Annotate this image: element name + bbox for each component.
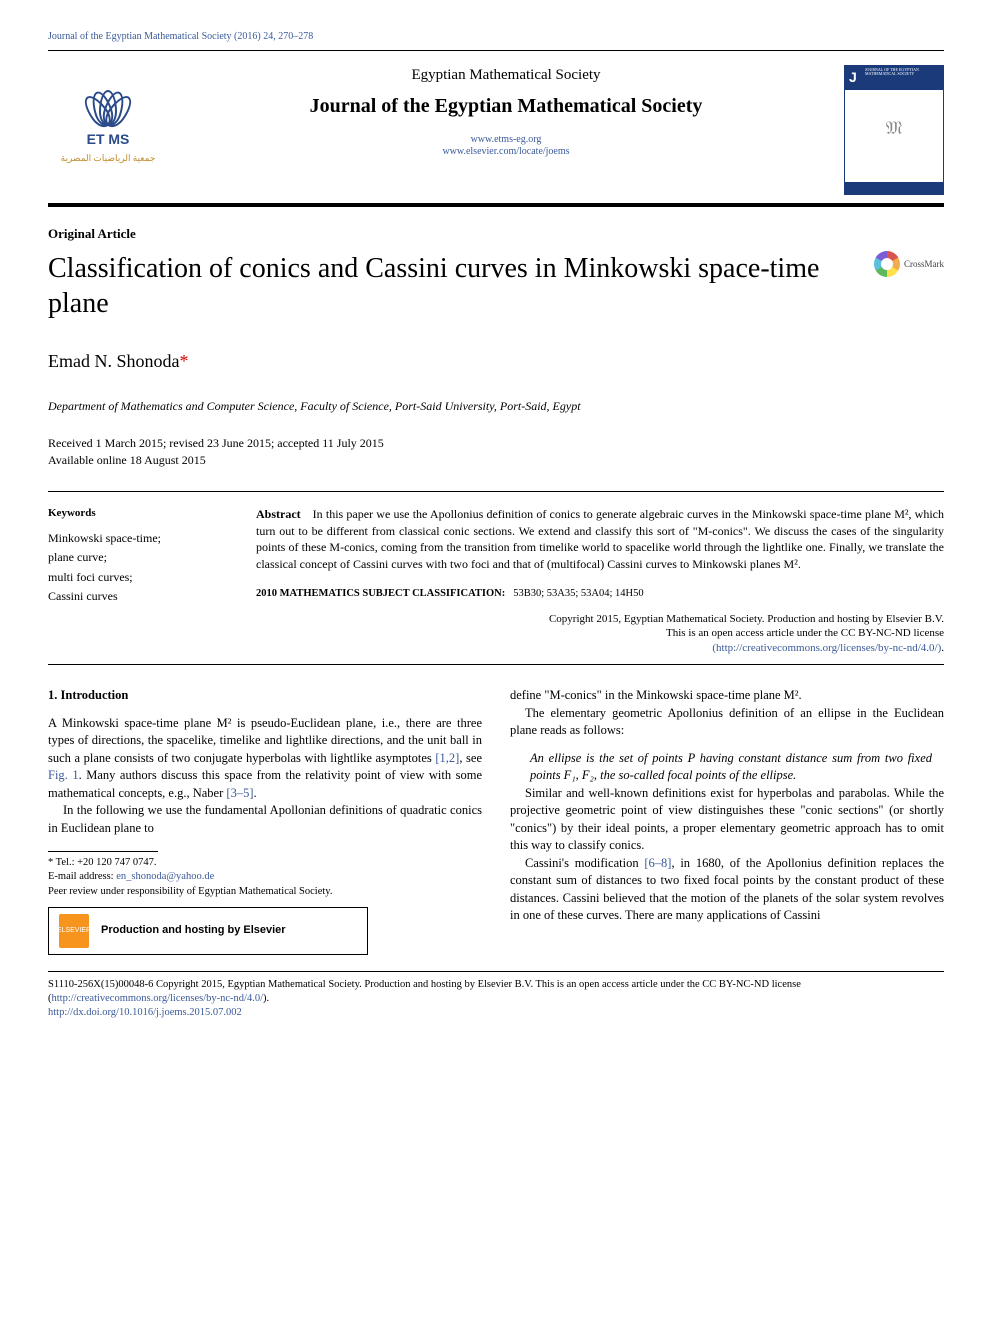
author: Emad N. Shonoda* [48, 349, 944, 374]
logo-arabic: جمعية الرياضيات المصرية [61, 152, 156, 165]
abstract-main: AbstractIn this paper we use the Apollon… [256, 506, 944, 656]
email-label: E-mail address: [48, 871, 116, 882]
copyright-block: Copyright 2015, Egyptian Mathematical So… [256, 612, 944, 657]
footnote-separator [48, 851, 158, 852]
copyright-line1: Copyright 2015, Egyptian Mathematical So… [256, 612, 944, 627]
elsevier-box-text: Production and hosting by Elsevier [101, 923, 286, 938]
keywords-head: Keywords [48, 506, 228, 521]
journal-link-2[interactable]: www.elsevier.com/locate/joems [442, 146, 569, 157]
logo-initials: ET MS [87, 130, 130, 150]
msc-codes: 53B30; 53A35; 53A04; 14H50 [513, 588, 643, 599]
article-title: Classification of conics and Cassini cur… [48, 251, 862, 321]
crossmark-badge[interactable]: CrossMark [874, 251, 944, 277]
bottom-meta: S1110-256X(15)00048-6 Copyright 2015, Eg… [48, 978, 944, 1021]
keywords-list: Minkowski space-time; plane curve; multi… [48, 529, 228, 606]
journal-header: ET MS جمعية الرياضيات المصرية Egyptian M… [48, 65, 944, 195]
figure-ref[interactable]: Fig. 1 [48, 768, 79, 782]
intro-p5: Cassini's modification [6–8], in 1680, o… [510, 855, 944, 925]
tel: +20 120 747 0747. [77, 857, 156, 868]
divider [48, 50, 944, 51]
license-link-bottom[interactable]: http://creativecommons.org/licenses/by-n… [52, 993, 264, 1004]
elsevier-logo-icon: ELSEVIER [59, 914, 89, 948]
dates-online: Available online 18 August 2015 [48, 452, 944, 469]
copyright-line2: This is an open access article under the… [256, 626, 944, 641]
abstract-block: Keywords Minkowski space-time; plane cur… [48, 506, 944, 656]
peer-review-note: Peer review under responsibility of Egyp… [48, 885, 482, 899]
email-link[interactable]: en_shonoda@yahoo.de [116, 871, 214, 882]
citation[interactable]: [1,2] [435, 751, 459, 765]
crossmark-icon [874, 251, 900, 277]
tel-label: * Tel.: [48, 857, 77, 868]
society-logo: ET MS جمعية الرياضيات المصرية [53, 65, 163, 175]
keywords-block: Keywords Minkowski space-time; plane cur… [48, 506, 228, 656]
divider-thick [48, 203, 944, 207]
copyright-dot: . [941, 642, 944, 654]
doi-link[interactable]: http://dx.doi.org/10.1016/j.joems.2015.0… [48, 1007, 242, 1018]
article-type: Original Article [48, 225, 944, 243]
running-head: Journal of the Egyptian Mathematical Soc… [48, 30, 944, 44]
society-name: Egyptian Mathematical Society [184, 65, 828, 86]
citation[interactable]: [6–8] [644, 856, 671, 870]
body-columns: 1. Introduction A Minkowski space-time p… [48, 687, 944, 955]
journal-links: www.etms-eg.org www.elsevier.com/locate/… [184, 134, 828, 158]
intro-quote: An ellipse is the set of points P having… [530, 750, 932, 785]
section-head-intro: 1. Introduction [48, 687, 482, 705]
intro-p2: In the following we use the fundamental … [48, 802, 482, 837]
journal-name: Journal of the Egyptian Mathematical Soc… [184, 92, 828, 120]
divider [48, 664, 944, 665]
society-logo-wrap: ET MS جمعية الرياضيات المصرية [48, 65, 168, 175]
intro-p4: Similar and well-known definitions exist… [510, 785, 944, 855]
elsevier-hosting-box: ELSEVIER Production and hosting by Elsev… [48, 907, 368, 955]
crossmark-label: CrossMark [904, 258, 944, 271]
cover-thumbnail: J JOURNAL OF THE EGYPTIAN MATHEMATICAL S… [844, 65, 944, 195]
footnotes: * Tel.: +20 120 747 0747. E-mail address… [48, 856, 482, 899]
intro-p1: A Minkowski space-time plane M² is pseud… [48, 715, 482, 803]
license-link[interactable]: (http://creativecommons.org/licenses/by-… [712, 642, 941, 654]
affiliation: Department of Mathematics and Computer S… [48, 398, 944, 415]
intro-p2-cont: define "M-conics" in the Minkowski space… [510, 687, 944, 705]
article-dates: Received 1 March 2015; revised 23 June 2… [48, 435, 944, 469]
msc-head: 2010 MATHEMATICS SUBJECT CLASSIFICATION: [256, 588, 505, 599]
msc-line: 2010 MATHEMATICS SUBJECT CLASSIFICATION:… [256, 587, 944, 602]
citation[interactable]: [3–5] [226, 786, 253, 800]
journal-link-1[interactable]: www.etms-eg.org [471, 134, 542, 145]
divider [48, 971, 944, 972]
dates-received: Received 1 March 2015; revised 23 June 2… [48, 435, 944, 452]
abstract-head: Abstract [256, 507, 301, 521]
intro-p3: The elementary geometric Apollonius defi… [510, 705, 944, 740]
divider [48, 491, 944, 492]
abstract-text: In this paper we use the Apollonius defi… [256, 507, 944, 571]
author-name: Emad N. Shonoda [48, 351, 179, 371]
lotus-icon [78, 76, 138, 126]
corresponding-marker: * [179, 351, 188, 371]
